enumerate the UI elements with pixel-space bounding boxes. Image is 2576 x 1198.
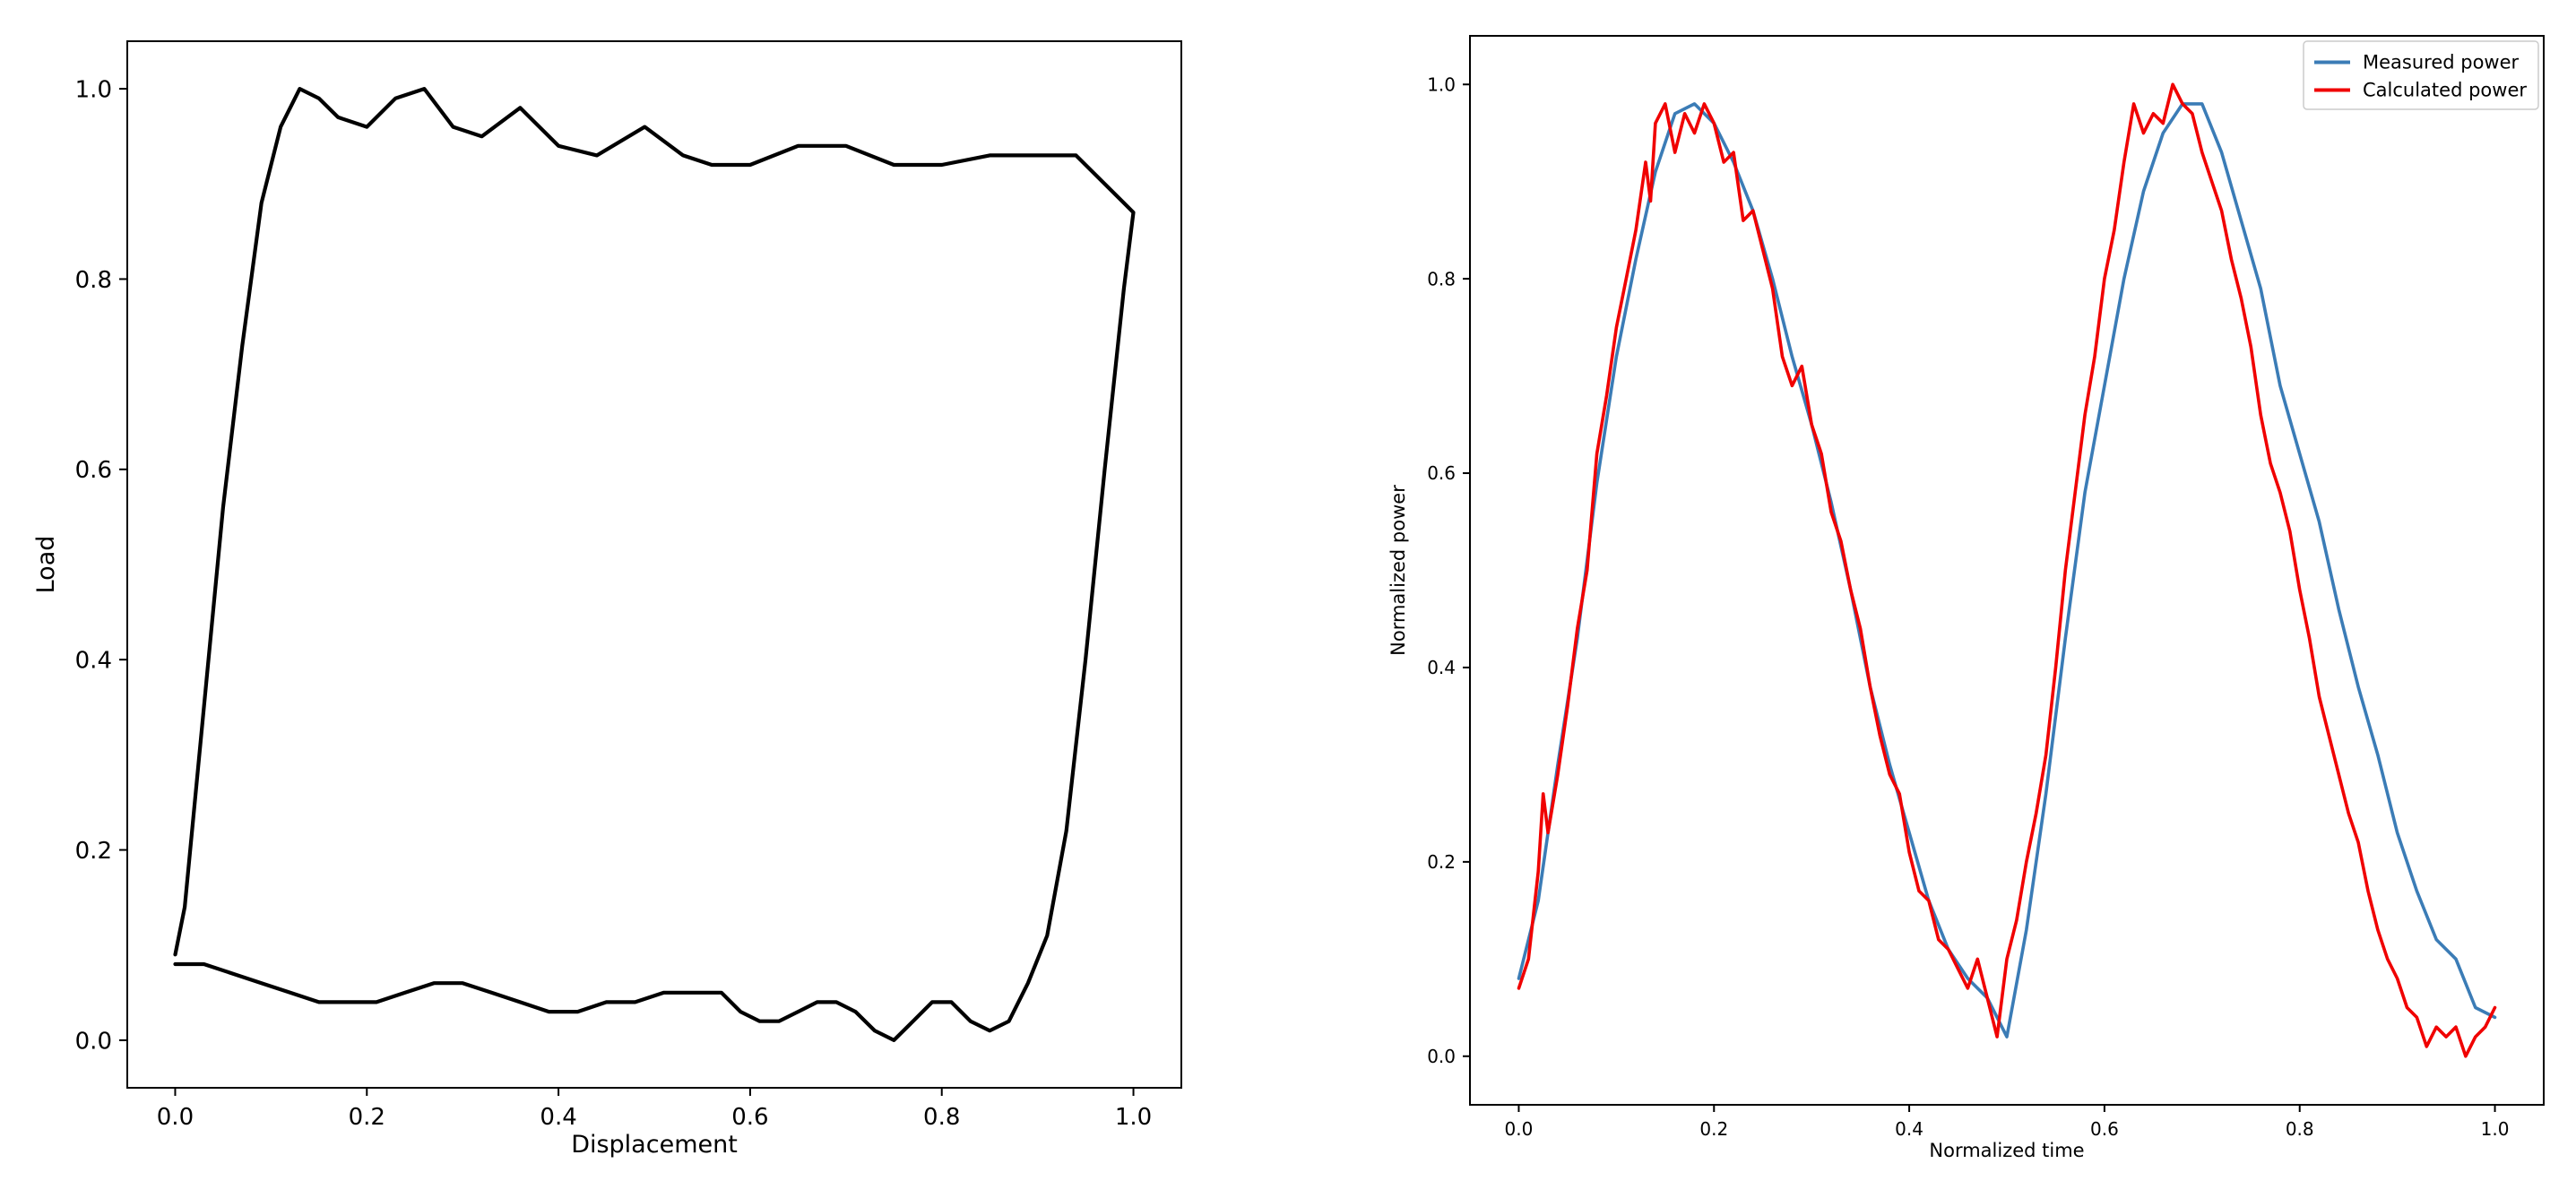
power-time-chart: 0.0 0.2 0.4 0.6 0.8 1.0 0.0 0.2 0.4 0.6 0.8 1.0 Norm…	[1387, 35, 2545, 1161]
y-tick-label: 0.6	[1427, 462, 1456, 484]
y-tick-label: 0.6	[75, 457, 112, 484]
x-tick-label: 0.8	[923, 1104, 960, 1131]
y-axis-label: Load	[32, 536, 60, 594]
y-tick-label: 0.2	[1427, 851, 1456, 873]
series-line-calculated-power	[1517, 82, 2497, 1058]
y-tick-label: 0.2	[75, 838, 112, 865]
y-tick-label: 1.0	[1427, 73, 1456, 95]
legend-box	[2303, 40, 2539, 110]
x-axis-label: Displacement	[571, 1131, 738, 1159]
x-tick-label: 0.2	[1699, 1118, 1728, 1140]
x-tick-label: 0.6	[2090, 1118, 2119, 1140]
x-tick-label: 0.2	[349, 1104, 385, 1131]
x-tick-label: 1.0	[2481, 1118, 2510, 1140]
y-tick-label: 0.0	[75, 1028, 112, 1055]
y-tick-label: 1.0	[75, 76, 112, 103]
legend: Measured power Calculated power	[2303, 40, 2539, 110]
load-displacement-chart: 0.0 0.2 0.4 0.6 0.8 1.0 0.0 0.2 0.4 0.6 0.8 1.0 Disp…	[32, 40, 1182, 1159]
y-tick-label: 0.0	[1427, 1046, 1456, 1067]
y-tick-label: 0.8	[75, 267, 112, 294]
x-tick-label: 0.8	[2286, 1118, 2314, 1140]
x-tick-label: 0.4	[1895, 1118, 1923, 1140]
x-tick-label: 0.6	[731, 1104, 768, 1131]
y-tick-label: 0.4	[75, 648, 112, 675]
series-line-measured-power	[1517, 102, 2497, 1039]
y-axis-label: Normalized power	[1387, 485, 1409, 656]
series-line-0	[173, 87, 1136, 1042]
x-tick-label: 0.0	[157, 1104, 194, 1131]
legend-label: Calculated power	[2363, 80, 2527, 101]
legend-label: Measured power	[2363, 52, 2520, 73]
plot-frame	[1469, 35, 2545, 1106]
x-tick-label: 1.0	[1115, 1104, 1152, 1131]
x-tick-label: 0.0	[1505, 1118, 1534, 1140]
plot-frame	[126, 40, 1182, 1089]
x-tick-label: 0.4	[540, 1104, 576, 1131]
y-tick-label: 0.8	[1427, 268, 1456, 289]
y-tick-label: 0.4	[1427, 657, 1456, 678]
x-axis-label: Normalized time	[1929, 1140, 2084, 1161]
